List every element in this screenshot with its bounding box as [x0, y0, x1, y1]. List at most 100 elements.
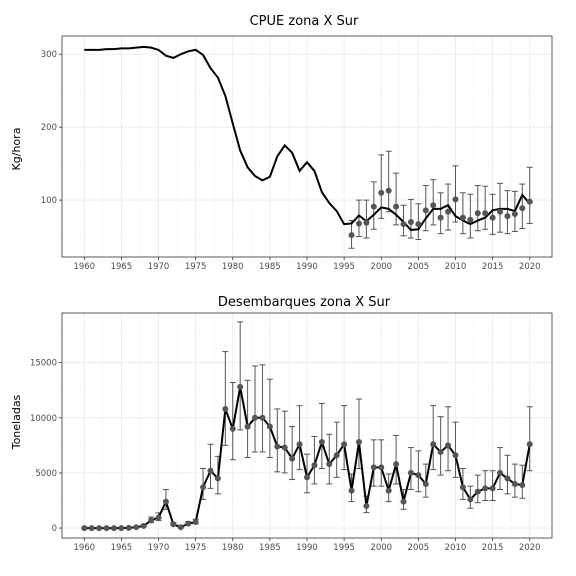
landings-data-point — [370, 464, 377, 471]
landings-y-tick-label: 0 — [52, 524, 57, 534]
cpue-y-tick-label: 200 — [41, 123, 57, 133]
landings-y-tick-label: 10000 — [30, 414, 57, 424]
cpue-title: CPUE zona X Sur — [250, 14, 359, 29]
landings-data-point — [244, 423, 251, 430]
landings-data-point — [259, 414, 266, 421]
cpue-chart: CPUE zona X Sur Kg/hora 1960 1965 1970 1975… — [10, 14, 553, 272]
landings-x-tick-label: 1985 — [259, 543, 281, 553]
landings-x-tick-label: 1960 — [73, 543, 95, 553]
landings-y-axis-label: Toneladas — [10, 394, 23, 450]
landings-data-point — [110, 525, 117, 532]
landings-x-axis: 1960 1965 1970 1975 1980 1985 1990 1995 2000 2005… — [73, 538, 541, 553]
landings-data-point — [214, 475, 221, 482]
landings-data-point — [125, 524, 132, 531]
cpue-data-point — [370, 203, 377, 210]
landings-y-tick-label: 15000 — [30, 359, 57, 369]
landings-x-tick-label: 1965 — [111, 543, 133, 553]
cpue-data-point — [519, 205, 526, 212]
landings-data-point — [185, 520, 192, 527]
landings-chart: Desembarques zona X Sur Toneladas 1960 19… — [10, 295, 553, 553]
cpue-error-bar — [504, 190, 511, 235]
landings-data-point — [526, 441, 533, 448]
landings-error-bar — [378, 439, 385, 487]
cpue-data-point — [467, 216, 474, 223]
landings-data-point — [363, 503, 370, 510]
landings-error-bar — [511, 463, 518, 498]
cpue-error-bar — [363, 199, 370, 239]
cpue-data-point — [474, 210, 481, 217]
cpue-data-point — [489, 214, 496, 221]
cpue-data-point — [415, 221, 422, 228]
landings-error-bar — [333, 421, 340, 478]
cpue-y-axis: 100 200 300 — [41, 50, 62, 206]
landings-data-point — [348, 487, 355, 494]
cpue-data-point — [430, 202, 437, 209]
landings-error-bar — [207, 443, 214, 489]
landings-error-bar — [452, 421, 459, 478]
landings-data-point — [504, 475, 511, 482]
cpue-x-axis: 1960 1965 1970 1975 1980 1985 1990 1995 2000 2005… — [73, 257, 541, 272]
landings-data-point — [511, 480, 518, 487]
cpue-data-point — [511, 210, 518, 217]
landings-data-point — [170, 521, 177, 528]
landings-grid — [62, 313, 552, 538]
cpue-error-bar — [497, 182, 504, 233]
cpue-data-point — [407, 218, 414, 225]
cpue-error-bar — [467, 193, 474, 239]
landings-x-tick-label: 2010 — [445, 543, 467, 553]
landings-data-point — [207, 467, 214, 474]
landings-data-point — [266, 423, 273, 430]
landings-data-point — [274, 443, 281, 450]
landings-data-point — [489, 485, 496, 492]
cpue-y-axis-label: Kg/hora — [10, 128, 23, 171]
cpue-data-point — [393, 203, 400, 210]
cpue-data-point — [355, 220, 362, 227]
landings-error-bar — [437, 416, 444, 476]
cpue-data-point — [400, 221, 407, 228]
landings-data-point — [304, 474, 310, 481]
cpue-x-tick-label: 1975 — [185, 262, 207, 272]
landings-error-bar — [281, 410, 288, 474]
cpue-model-line — [84, 45, 531, 232]
landings-data-point — [296, 441, 303, 448]
landings-error-bar — [355, 398, 362, 470]
landings-data-point — [445, 442, 452, 449]
cpue-error-bar — [459, 192, 466, 235]
cpue-data-point — [482, 210, 489, 217]
landings-data-point — [289, 455, 296, 462]
landings-error-bar — [289, 426, 296, 481]
cpue-error-bar — [445, 183, 452, 231]
landings-data-point — [355, 439, 362, 446]
cpue-x-tick-label: 1970 — [148, 262, 170, 272]
landings-error-bar — [445, 406, 452, 472]
landings-data-point — [133, 524, 140, 531]
cpue-error-bars — [348, 150, 533, 249]
landings-error-bar — [252, 365, 259, 453]
cpue-x-tick-label: 2005 — [408, 262, 430, 272]
landings-data-point — [96, 525, 103, 532]
cpue-x-tick-label: 2000 — [370, 262, 392, 272]
landings-x-tick-label: 2020 — [519, 543, 541, 553]
landings-error-bar — [266, 378, 273, 458]
cpue-error-bar — [400, 204, 407, 237]
landings-error-bar — [259, 364, 266, 453]
landings-data-point — [326, 461, 333, 468]
landings-data-point — [177, 524, 184, 531]
cpue-data-point — [378, 189, 385, 196]
cpue-error-bar — [355, 199, 362, 238]
cpue-y-tick-label: 300 — [41, 50, 57, 60]
cpue-error-bar — [452, 165, 459, 223]
landings-data-point — [252, 414, 259, 421]
landings-x-tick-label: 2005 — [408, 543, 430, 553]
landings-data-point — [378, 464, 385, 471]
landings-error-bar — [326, 433, 333, 485]
landings-data-point — [437, 448, 444, 455]
landings-data-point — [118, 525, 125, 532]
landings-data-point — [229, 425, 236, 432]
landings-x-tick-label: 1980 — [222, 543, 244, 553]
landings-error-bar — [229, 381, 236, 461]
cpue-error-bar — [482, 185, 489, 230]
cpue-error-bar — [489, 193, 496, 235]
landings-error-bar — [341, 405, 348, 471]
